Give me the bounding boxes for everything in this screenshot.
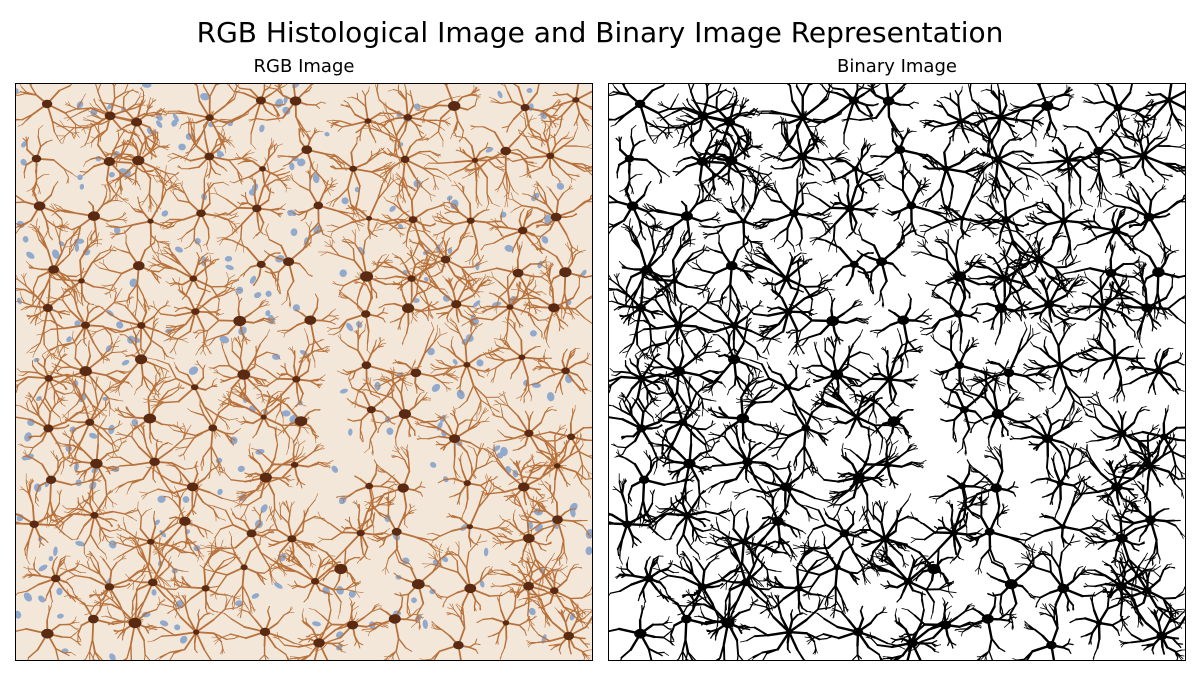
rgb-histology-image: [15, 83, 593, 661]
cell-processes: [16, 84, 592, 660]
rgb-histology-canvas: [16, 84, 592, 660]
cell-bodies: [29, 96, 580, 650]
mask-processes: [609, 84, 1185, 660]
binary-image: [608, 83, 1186, 661]
binary-panel-title: Binary Image: [837, 56, 957, 77]
rgb-panel-title: RGB Image: [253, 56, 355, 77]
figure-title: RGB Histological Image and Binary Image …: [196, 16, 1004, 49]
binary-mask-canvas: [609, 84, 1185, 660]
mask-cell-bodies: [622, 96, 1173, 650]
